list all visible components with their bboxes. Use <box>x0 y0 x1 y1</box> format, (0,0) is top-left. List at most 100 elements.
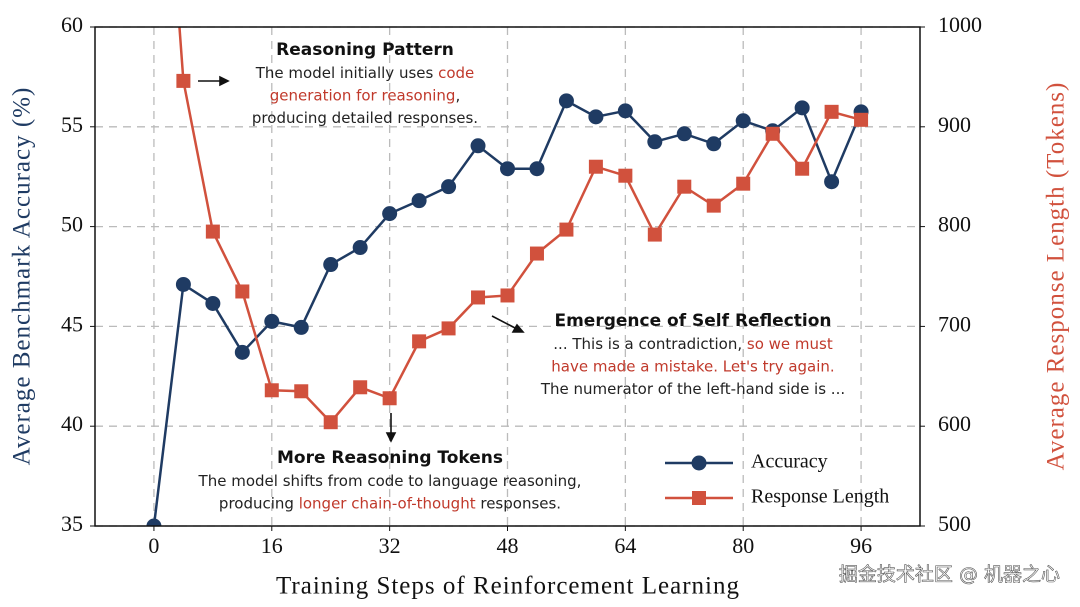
annotation-segment: The model initially uses <box>255 64 438 82</box>
marker <box>795 161 810 176</box>
marker <box>500 161 515 177</box>
marker <box>692 491 706 505</box>
marker <box>146 518 162 526</box>
marker <box>617 103 633 119</box>
marker <box>691 455 707 471</box>
annotation-line: The numerator of the left-hand side is .… <box>540 380 845 398</box>
marker <box>323 415 338 430</box>
annotation-title: Reasoning Pattern <box>276 40 454 60</box>
annotation-line: The model shifts from code to language r… <box>198 472 582 490</box>
marker <box>441 321 456 336</box>
annotation-line: have made a mistake. Let's try again. <box>551 357 834 375</box>
marker <box>382 391 397 406</box>
marker <box>235 284 250 299</box>
marker <box>824 174 840 190</box>
marker <box>352 240 368 256</box>
marker <box>264 313 280 329</box>
annotation-line: ... This is a contradiction, so we must <box>553 335 833 353</box>
annotation-segment: so we must <box>747 335 833 353</box>
marker <box>294 384 309 399</box>
marker <box>323 257 339 273</box>
x-tick-label: 64 <box>614 533 636 558</box>
annotation-segment: producing <box>219 494 299 512</box>
x-tick-label: 16 <box>261 533 283 558</box>
marker <box>618 168 633 183</box>
x-tick-label: 80 <box>732 533 754 558</box>
y2-tick-label: 900 <box>938 112 971 137</box>
annotation-line: The model initially uses code <box>255 64 475 82</box>
marker <box>824 104 839 119</box>
marker <box>234 344 250 360</box>
annotation-segment: generation for reasoning <box>270 86 456 104</box>
marker <box>647 227 662 242</box>
marker <box>529 246 544 261</box>
marker <box>175 276 191 292</box>
marker <box>470 138 486 154</box>
marker <box>854 112 869 127</box>
marker <box>205 295 221 311</box>
y2-tick-label: 500 <box>938 511 971 536</box>
annotation-segment: , <box>455 86 460 104</box>
marker <box>706 198 721 213</box>
marker <box>441 179 457 195</box>
marker <box>735 113 751 129</box>
y2-tick-label: 800 <box>938 212 971 237</box>
legend-label: Response Length <box>751 486 889 508</box>
marker <box>412 334 427 349</box>
arrows <box>198 75 525 443</box>
legend-label: Accuracy <box>751 451 828 473</box>
annotation-segment: producing detailed responses. <box>252 109 478 127</box>
y-tick-label: 60 <box>61 12 83 37</box>
x-tick-label: 96 <box>850 533 872 558</box>
y-tick-label: 50 <box>61 212 83 237</box>
marker <box>411 193 427 209</box>
marker <box>559 222 574 237</box>
y-tick-label: 45 <box>61 311 83 336</box>
x-tick-label: 32 <box>379 533 401 558</box>
y2-tick-label: 600 <box>938 411 971 436</box>
watermark: 掘金技术社区 @ 机器之心 <box>839 564 1060 586</box>
annotation-title: More Reasoning Tokens <box>277 448 503 468</box>
annotation-line: producing detailed responses. <box>252 109 478 127</box>
y2-tick-label: 700 <box>938 311 971 336</box>
marker <box>677 179 692 194</box>
x-tick-label: 0 <box>148 533 159 558</box>
annotation-segment: code <box>438 64 474 82</box>
marker <box>794 100 810 116</box>
marker <box>529 161 545 177</box>
marker <box>676 126 692 142</box>
marker <box>558 93 574 109</box>
marker <box>471 290 486 305</box>
annotation-segment: ... This is a contradiction, <box>553 335 747 353</box>
annotation-segment: longer chain-of-thought <box>299 494 476 512</box>
annotation-line: generation for reasoning, <box>270 86 460 104</box>
y-tick-label: 55 <box>61 112 83 137</box>
marker <box>736 176 751 191</box>
marker <box>293 319 309 335</box>
marker <box>588 159 603 174</box>
marker <box>765 126 780 141</box>
marker <box>205 224 220 239</box>
y-tick-label: 40 <box>61 411 83 436</box>
marker <box>353 380 368 395</box>
marker <box>176 73 191 88</box>
annotation-segment: have made a mistake. Let's try again. <box>551 357 834 375</box>
y2-axis-title: Average Response Length (Tokens) <box>1043 82 1070 471</box>
annotation-segment: responses. <box>476 494 561 512</box>
annotation-line: producing longer chain-of-thought respon… <box>219 494 561 512</box>
y-axis-title: Average Benchmark Accuracy (%) <box>9 87 36 466</box>
y-tick-label: 35 <box>61 511 83 536</box>
x-tick-label: 48 <box>497 533 519 558</box>
marker <box>706 136 722 152</box>
marker <box>588 109 604 125</box>
annotation-title: Emergence of Self Reflection <box>554 311 831 331</box>
annotation-segment: The model shifts from code to language r… <box>198 472 582 490</box>
marker <box>647 134 663 150</box>
marker <box>500 288 515 303</box>
annotation-segment: The numerator of the left-hand side is .… <box>540 380 845 398</box>
x-axis-title: Training Steps of Reinforcement Learning <box>276 573 740 600</box>
y2-tick-label: 1000 <box>938 12 982 37</box>
marker <box>264 383 279 398</box>
marker <box>382 206 398 222</box>
